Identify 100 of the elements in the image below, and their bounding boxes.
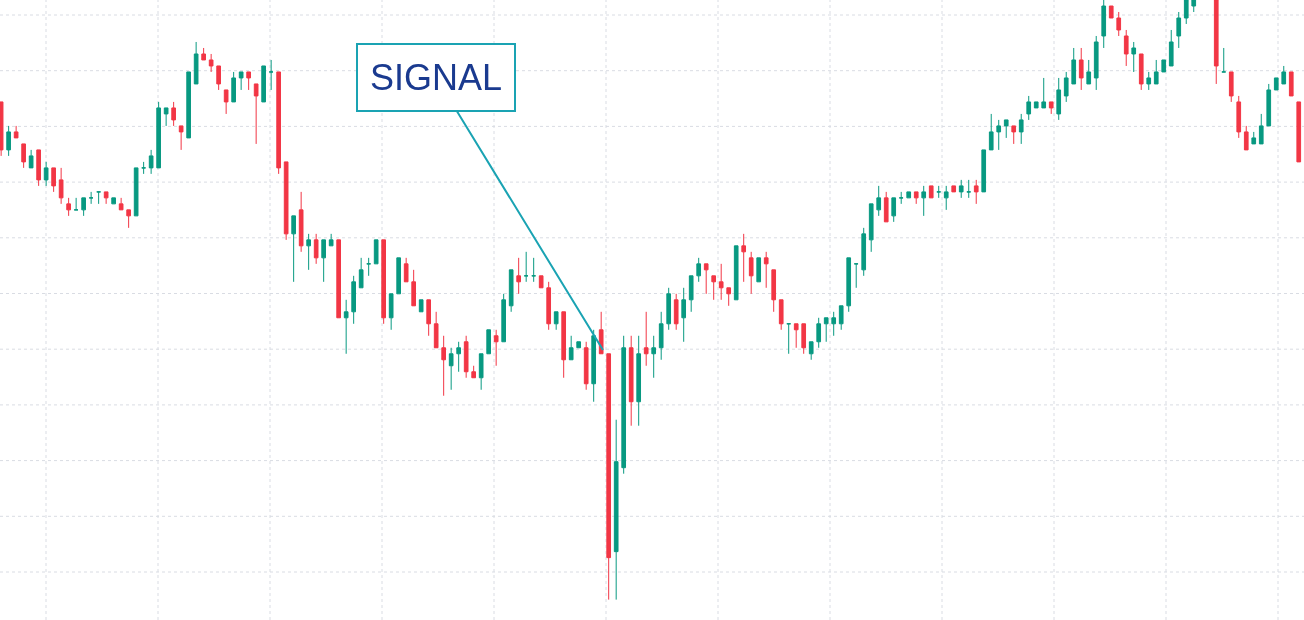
candlestick bbox=[1296, 101, 1302, 163]
candlestick bbox=[171, 101, 176, 127]
candlestick bbox=[816, 317, 822, 349]
candlestick bbox=[936, 185, 942, 199]
candlestick bbox=[403, 257, 409, 283]
candlestick bbox=[36, 149, 41, 187]
candlestick bbox=[141, 161, 146, 175]
candlestick bbox=[568, 335, 574, 361]
candlestick bbox=[456, 341, 462, 373]
candlestick bbox=[613, 419, 619, 601]
candlestick bbox=[1011, 125, 1017, 145]
candlestick bbox=[831, 311, 837, 337]
candlestick bbox=[448, 347, 454, 391]
candlestick bbox=[531, 257, 537, 283]
candlestick bbox=[808, 341, 814, 361]
candlestick bbox=[756, 257, 762, 283]
candlestick bbox=[103, 191, 109, 205]
candlestick bbox=[126, 209, 131, 229]
candlestick bbox=[1251, 131, 1257, 145]
candlestick bbox=[1146, 71, 1152, 91]
candlestick bbox=[988, 113, 994, 151]
candlestick bbox=[208, 53, 214, 73]
candlestick bbox=[58, 167, 64, 205]
candlestick bbox=[1078, 47, 1084, 91]
candlestick bbox=[718, 263, 724, 301]
candlestick bbox=[883, 191, 889, 223]
candlestick bbox=[898, 191, 904, 205]
candlestick bbox=[111, 197, 116, 205]
candlestick bbox=[861, 227, 867, 277]
candlestick bbox=[621, 335, 627, 475]
candlestick bbox=[156, 101, 161, 169]
candlestick bbox=[1123, 29, 1129, 67]
candlestick bbox=[1116, 11, 1122, 37]
candlestick bbox=[523, 251, 529, 283]
candlestick bbox=[223, 89, 229, 115]
candlestick bbox=[696, 257, 702, 283]
candlestick bbox=[96, 191, 101, 205]
candlestick bbox=[763, 251, 769, 289]
candlestick bbox=[966, 179, 972, 199]
candlestick bbox=[561, 311, 567, 379]
candlestick bbox=[426, 299, 431, 337]
candlestick bbox=[373, 239, 379, 265]
candlestick bbox=[733, 245, 739, 301]
candlestick bbox=[636, 335, 642, 427]
candlestick bbox=[666, 287, 672, 331]
candlestick bbox=[1138, 53, 1144, 91]
candlestick bbox=[1093, 35, 1099, 91]
candlestick bbox=[628, 335, 634, 427]
candlestick bbox=[1281, 65, 1287, 85]
candlestick bbox=[651, 335, 657, 379]
candlestick bbox=[1213, 0, 1219, 85]
candlestick bbox=[471, 365, 477, 379]
candlestick bbox=[891, 197, 897, 223]
candlestick bbox=[546, 281, 552, 331]
candlestick bbox=[741, 233, 747, 283]
candlestick bbox=[1108, 5, 1114, 19]
candlestick bbox=[538, 275, 544, 289]
candlestick bbox=[981, 149, 987, 193]
candlestick bbox=[1176, 11, 1182, 49]
candlestick bbox=[321, 239, 326, 283]
candlestick bbox=[1161, 59, 1167, 73]
candlestick bbox=[298, 191, 304, 253]
candlestick bbox=[441, 335, 447, 397]
candlestick bbox=[328, 233, 334, 247]
candlestick bbox=[276, 71, 281, 175]
candlestick bbox=[1041, 77, 1047, 109]
candlestick bbox=[366, 257, 371, 277]
candlestick bbox=[66, 197, 71, 217]
candlestick bbox=[291, 215, 296, 283]
candlestick bbox=[996, 119, 1002, 151]
candlestick bbox=[253, 83, 259, 145]
candlestick bbox=[358, 257, 364, 289]
candlestick bbox=[201, 47, 206, 61]
candlestick bbox=[793, 323, 799, 349]
candlestick bbox=[1266, 83, 1272, 127]
candlestick bbox=[1258, 113, 1264, 145]
candlestick bbox=[28, 149, 34, 169]
candlestick bbox=[418, 299, 424, 313]
candlestick bbox=[501, 293, 507, 343]
candlestick bbox=[88, 191, 94, 205]
candlestick bbox=[81, 197, 86, 217]
candlestick bbox=[1243, 125, 1249, 151]
candlestick bbox=[118, 197, 124, 211]
candlestick bbox=[1153, 59, 1159, 85]
candlestick bbox=[726, 287, 732, 307]
candlestick bbox=[388, 293, 394, 331]
candlestick bbox=[1063, 71, 1069, 103]
candlestick bbox=[508, 269, 514, 313]
candlestick bbox=[1273, 77, 1279, 91]
candlestick bbox=[786, 323, 792, 355]
candlestick bbox=[261, 65, 266, 103]
candlestick bbox=[1033, 101, 1039, 109]
candlestick bbox=[336, 239, 341, 319]
candlestick bbox=[268, 59, 274, 91]
candlestick bbox=[133, 167, 139, 217]
candlestick bbox=[493, 329, 499, 367]
candlestick bbox=[853, 263, 859, 289]
candlestick bbox=[958, 179, 964, 199]
candlestick bbox=[1168, 29, 1174, 67]
candlestick bbox=[591, 329, 597, 403]
